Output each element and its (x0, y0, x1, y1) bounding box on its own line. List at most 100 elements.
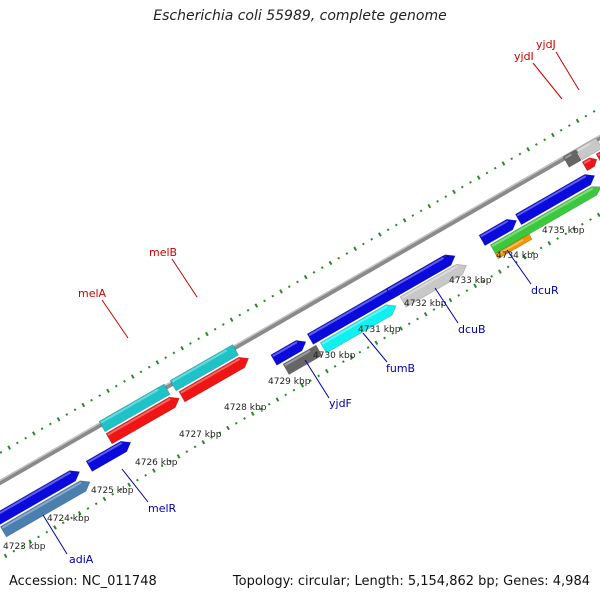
tick-mark (473, 283, 478, 289)
leader-line-yjdf (304, 359, 330, 399)
gene-label-mela[interactable]: melA (78, 287, 107, 300)
tick-mark (309, 379, 312, 382)
tick-mark (490, 275, 494, 278)
tick-mark (205, 331, 209, 337)
tick-mark (589, 218, 592, 221)
gene-label-yjdf[interactable]: yjdF (329, 397, 352, 410)
tick-mark (94, 502, 98, 506)
tick-mark (518, 152, 522, 156)
accession-text: Accession: NC_011748 (9, 574, 157, 589)
tick-mark (65, 413, 69, 416)
tick-mark (493, 166, 497, 170)
tick-mark (7, 445, 12, 450)
gene-label-yjdi[interactable]: yjdI (514, 50, 534, 63)
tick-mark (411, 214, 415, 217)
tick-mark (246, 308, 250, 312)
tick-mark (267, 402, 271, 406)
tick-mark (564, 232, 568, 236)
tick-mark (465, 289, 469, 292)
tick-mark (20, 545, 24, 548)
tick-mark (317, 374, 321, 378)
tick-mark (263, 299, 266, 303)
tick-mark (482, 279, 485, 283)
tick-mark (189, 342, 192, 345)
tick-mark (218, 431, 222, 435)
tick-mark (123, 379, 126, 383)
tick-mark (40, 427, 44, 431)
backbone-line (0, 134, 600, 486)
tick-mark (229, 317, 234, 323)
tick-label: 4725 kbp (91, 486, 134, 496)
topology-summary: Topology: circular; Length: 5,154,862 bp… (232, 574, 590, 589)
tick-mark (127, 482, 132, 488)
tick-mark (271, 294, 275, 298)
gene-label-adia[interactable]: adiA (69, 553, 94, 566)
gene-label-yjdj[interactable]: yjdJ (536, 38, 556, 51)
tick-mark (130, 374, 135, 379)
tick-mark (448, 297, 453, 303)
gene-label-dcur[interactable]: dcuR (531, 284, 559, 297)
tick-mark (362, 242, 365, 246)
gene-feature-darkgray (282, 344, 323, 375)
tick-mark (102, 496, 107, 502)
gene-labels: 4723 kbp 4724 kbp 4725 kbp 4726 kbp 4727 kbp… (3, 38, 585, 566)
gene-feature-cyan (319, 304, 397, 354)
map-title: Escherichia coli 55989, complete genome (153, 8, 447, 24)
tick-mark (572, 226, 576, 232)
tick-mark (136, 478, 139, 482)
tick-mark (56, 417, 61, 422)
tick-mark (221, 323, 225, 326)
tick-mark (469, 181, 472, 184)
tick-label: 4732 kbp (404, 299, 447, 309)
inner-tick-track (3, 212, 600, 559)
tick-mark (106, 388, 110, 394)
tick-mark (37, 535, 40, 539)
tick-mark (168, 459, 172, 463)
tick-mark (45, 530, 49, 534)
tick-mark (48, 422, 52, 426)
tick-mark (539, 246, 543, 250)
tick-mark (337, 256, 341, 260)
tick-mark (567, 124, 571, 127)
tick-mark (70, 516, 73, 520)
tick-mark (172, 351, 176, 355)
leader-line-fumb (362, 332, 388, 363)
tick-mark (476, 175, 481, 180)
gene-feature-red-3 (581, 157, 598, 172)
tick-mark (193, 445, 197, 449)
tick-mark (370, 237, 374, 241)
tick-mark (556, 237, 559, 240)
tick-label: 4734 kbp (496, 251, 539, 261)
leader-line-adia (42, 514, 68, 555)
tick-mark (86, 507, 90, 510)
tick-label: 4735 kbp (542, 226, 585, 236)
gene-feature-dcuR (478, 218, 518, 247)
gene-label-melb[interactable]: melB (149, 246, 177, 259)
leader-line-yjdj (555, 51, 580, 91)
tick-mark (547, 241, 552, 246)
tick-mark (366, 346, 370, 349)
tick-mark (378, 232, 382, 237)
tick-mark (427, 203, 432, 209)
gene-feature-yjdJ (575, 137, 600, 161)
tick-mark (300, 383, 305, 388)
tick-mark (213, 327, 217, 331)
tick-mark (531, 251, 535, 255)
tick-mark (358, 350, 362, 354)
tick-mark (394, 223, 398, 227)
tick-mark (506, 265, 510, 269)
tick-mark (501, 161, 506, 166)
gene-feature-orange (494, 233, 533, 260)
tick-mark (98, 394, 102, 397)
tick-mark (444, 195, 448, 198)
gene-label-melr[interactable]: melR (148, 502, 177, 515)
tick-mark (61, 521, 65, 525)
leader-line-dcub (434, 287, 459, 324)
tick-mark (353, 246, 358, 251)
gene-label-fumb[interactable]: fumB (386, 362, 415, 375)
gene-feature-red-1 (105, 396, 180, 445)
tick-label: 4733 kbp (449, 276, 492, 286)
tick-mark (53, 525, 57, 530)
gene-label-dcub[interactable]: dcuB (458, 323, 486, 336)
tick-mark (399, 326, 403, 331)
